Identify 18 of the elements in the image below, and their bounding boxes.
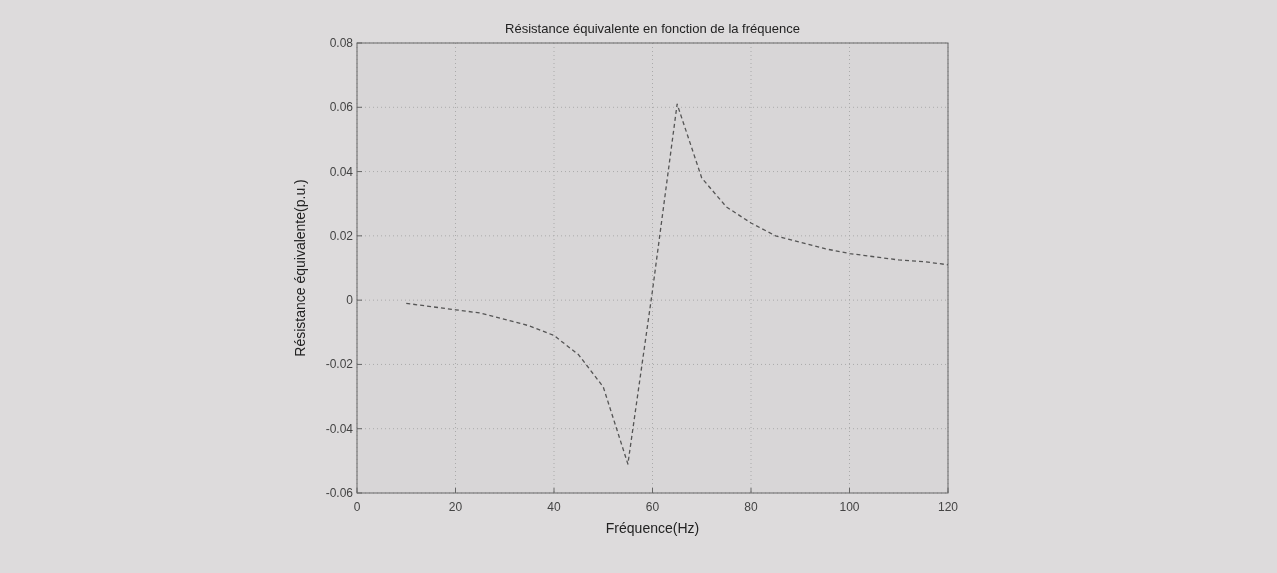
x-tick-label: 80 bbox=[744, 500, 758, 514]
y-tick-label: 0.02 bbox=[329, 228, 354, 243]
x-tick-label: 100 bbox=[839, 500, 860, 514]
y-tick-label: -0.02 bbox=[325, 357, 354, 372]
x-tick-label: 120 bbox=[937, 500, 959, 514]
y-tick-label: -0.06 bbox=[325, 486, 354, 500]
chart-title: Résistance équivalente en fonction de la fréquence bbox=[505, 21, 800, 36]
line-series bbox=[405, 103, 949, 465]
y-tick-label: -0.04 bbox=[325, 421, 354, 436]
y-tick-label: 0 bbox=[346, 293, 354, 308]
x-tick-label: 40 bbox=[547, 500, 561, 514]
x-tick-label: 20 bbox=[448, 500, 463, 514]
x-tick-label: 60 bbox=[645, 500, 660, 514]
y-tick-label: 0.06 bbox=[329, 100, 354, 115]
y-tick-label: 0.04 bbox=[329, 164, 354, 179]
x-axis-title: Fréquence(Hz) bbox=[605, 520, 700, 536]
y-tick-label: 0.08 bbox=[329, 36, 354, 50]
y-axis-title: Résistance équivalente(p.u.) bbox=[292, 179, 308, 357]
